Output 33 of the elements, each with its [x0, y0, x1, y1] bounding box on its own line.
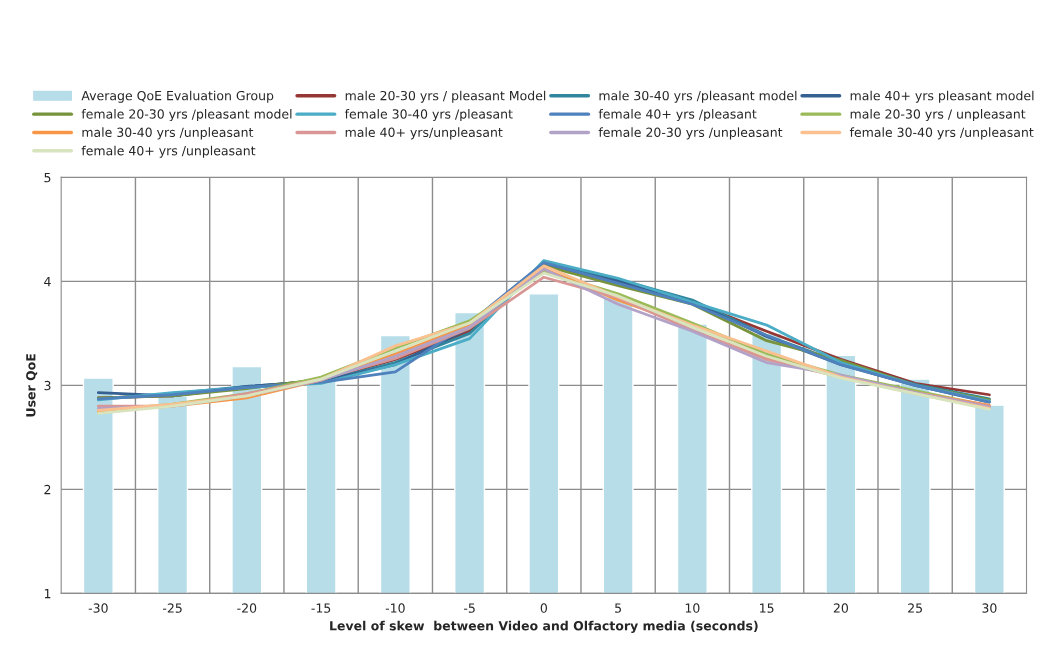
x-tick-label: 0 [540, 603, 547, 613]
legend-label: male 20-30 yrs / pleasant Model [345, 90, 546, 103]
legend-label: Average QoE Evaluation Group [81, 90, 274, 103]
legend-label: female 20-30 yrs /unpleasant [598, 127, 783, 140]
x-tick-label: -30 [88, 603, 108, 613]
legend-label: female 20-30 yrs /pleasant model [81, 109, 292, 122]
legend-label: female 30-40 yrs /unpleasant [849, 127, 1034, 140]
x-tick-label: -10 [385, 603, 405, 613]
x-tick-label: -5 [463, 603, 475, 613]
y-tick-label: 3 [44, 380, 51, 391]
legend-label: female 40+ yrs /unpleasant [81, 145, 256, 158]
x-tick-label: 30 [982, 603, 997, 613]
y-tick-label: 4 [44, 277, 51, 287]
legend-label: female 40+ yrs /pleasant [598, 109, 757, 122]
x-tick-label: -15 [311, 603, 331, 613]
legend-label: male 30-40 yrs /unpleasant [82, 127, 254, 140]
x-tick-label: -25 [162, 603, 182, 613]
x-tick-label: 25 [908, 603, 922, 613]
y-tick-label: 2 [44, 484, 51, 495]
legend-label: female 30-40 yrs /pleasant [344, 109, 513, 122]
x-tick-label: -20 [237, 603, 257, 613]
x-tick-label: 15 [760, 603, 774, 613]
x-tick-label: 20 [833, 603, 848, 613]
legend-label: male 40+ yrs/unpleasant [345, 127, 503, 140]
y-axis-title: User QoE [26, 354, 38, 417]
y-tick-label: 5 [44, 173, 51, 183]
x-tick-label: 5 [615, 603, 621, 613]
legend-label: male 30-40 yrs /pleasant model [599, 90, 797, 103]
legend-label: male 40+ yrs pleasant model [850, 90, 1034, 103]
legend-label: male 20-30 yrs / unpleasant [850, 109, 1026, 122]
x-axis-title: Level of skew between Video and Olfactory media (seconds) [330, 620, 758, 633]
y-tick-label: 1 [44, 589, 51, 599]
x-tick-label: 10 [685, 603, 700, 613]
